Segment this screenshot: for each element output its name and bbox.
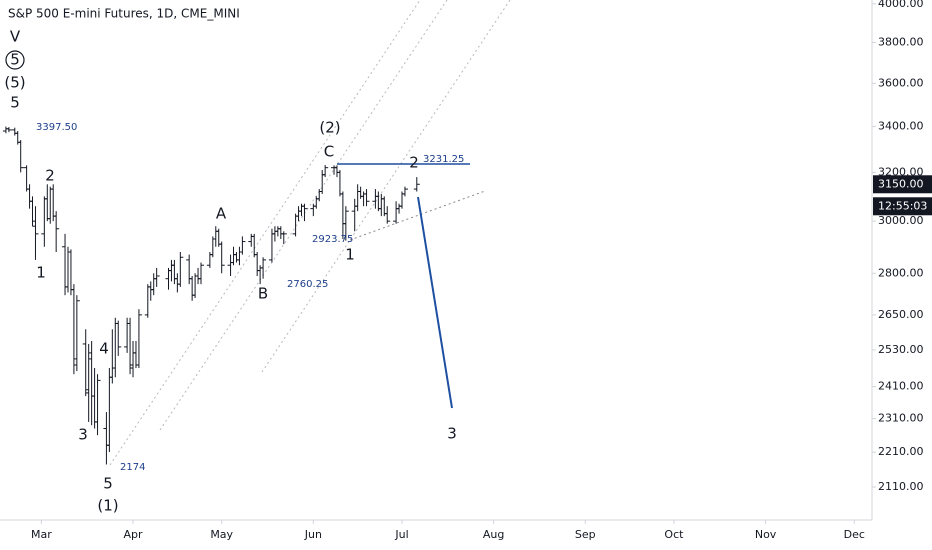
wave-label: 3 bbox=[447, 425, 457, 443]
y-tick-label: 3000.00 bbox=[878, 214, 924, 227]
ohlc-bar bbox=[198, 262, 205, 285]
y-tick-label: 3400.00 bbox=[878, 120, 924, 133]
wave-label: 1 bbox=[36, 264, 46, 282]
ohlc-bar bbox=[260, 257, 267, 279]
ohlc-bar bbox=[218, 241, 225, 274]
wave-label: 5 bbox=[10, 51, 20, 69]
price-axis bbox=[872, 0, 932, 550]
countdown-box bbox=[873, 197, 932, 216]
y-tick-label: 3200.00 bbox=[878, 165, 924, 178]
wave-label: 1 bbox=[345, 246, 355, 264]
ohlc-bar bbox=[32, 206, 39, 260]
y-tick-label: 2800.00 bbox=[878, 266, 924, 279]
channel-line bbox=[159, 0, 448, 431]
ohlc-bar bbox=[94, 374, 101, 436]
ohlc-bar bbox=[384, 206, 391, 224]
ohlc-bar bbox=[53, 211, 60, 252]
x-tick-label: Sep bbox=[575, 528, 596, 541]
ohlc-bar bbox=[280, 231, 287, 245]
y-tick-label: 2410.00 bbox=[878, 380, 924, 393]
wave-label: B bbox=[258, 285, 268, 303]
y-tick-label: 3800.00 bbox=[878, 36, 924, 49]
x-tick-label: Mar bbox=[31, 528, 52, 541]
y-tick-label: 2310.00 bbox=[878, 412, 924, 425]
ohlc-bar bbox=[153, 267, 160, 287]
x-tick-label: Nov bbox=[755, 528, 777, 541]
x-tick-label: Dec bbox=[844, 528, 865, 541]
ohlc-bar bbox=[177, 251, 184, 287]
triangle-line bbox=[349, 190, 486, 241]
axes: 4000.00 3800.00 3600.00 3400.00 3200.00 3000.… bbox=[31, 0, 932, 541]
ohlc-bar bbox=[322, 165, 329, 178]
wave-label: (1) bbox=[97, 497, 118, 515]
wave-label: (2) bbox=[319, 119, 340, 137]
price-note: 2174 bbox=[120, 462, 145, 473]
wave-label: (5) bbox=[4, 74, 25, 92]
projection-line bbox=[417, 196, 453, 409]
wave-label: 3 bbox=[78, 426, 88, 444]
price-note: 3231.25 bbox=[423, 154, 464, 165]
ohlc-bar bbox=[17, 140, 24, 173]
ohlc-bar bbox=[5, 127, 12, 133]
y-tick-label: 4000.00 bbox=[878, 0, 924, 10]
wave-label: V bbox=[10, 28, 21, 46]
y-tick-label: 3600.00 bbox=[878, 76, 924, 89]
x-tick-label: Aug bbox=[483, 528, 504, 541]
x-tick-label: Apr bbox=[124, 528, 144, 541]
ohlc-bar bbox=[301, 203, 308, 222]
wave-label: 5 bbox=[10, 94, 20, 112]
ohlc-bar bbox=[342, 206, 349, 241]
y-tick-label: 2530.00 bbox=[878, 343, 924, 356]
channel bbox=[109, 0, 511, 466]
price-note: 2760.25 bbox=[287, 279, 328, 290]
ohlc-bar bbox=[135, 309, 142, 369]
wave-label: 5 bbox=[103, 475, 113, 493]
y-tick-label: 2210.00 bbox=[878, 445, 924, 458]
y-tick-label: 2110.00 bbox=[878, 480, 924, 493]
ohlc-bar bbox=[413, 177, 420, 192]
ohlc-bar bbox=[73, 295, 80, 372]
y-tick-label: 2650.00 bbox=[878, 308, 924, 321]
ohlc-bar bbox=[115, 320, 122, 356]
wave-label: C bbox=[324, 143, 334, 161]
ohlc-bar bbox=[401, 186, 408, 197]
wave-label: 2 bbox=[45, 167, 55, 185]
x-tick-label: May bbox=[210, 528, 233, 541]
last-price-box bbox=[873, 175, 932, 194]
last-price-label: 3150.00 bbox=[878, 177, 924, 190]
x-tick-label: Jun bbox=[304, 528, 322, 541]
chart-title: S&P 500 E-mini Futures, 1D, CME_MINI bbox=[8, 7, 240, 21]
time-axis bbox=[0, 520, 872, 550]
wave-label: A bbox=[216, 205, 227, 223]
channel-line bbox=[109, 0, 421, 466]
price-note: 3397.50 bbox=[36, 122, 77, 133]
countdown-label: 12:55:03 bbox=[878, 199, 927, 212]
wave-label: 4 bbox=[99, 340, 109, 358]
x-tick-label: Jul bbox=[394, 528, 408, 541]
x-tick-label: Oct bbox=[664, 528, 684, 541]
ohlc-bar bbox=[239, 236, 246, 255]
ohlc-bar bbox=[363, 189, 370, 207]
wave-circle bbox=[5, 50, 25, 70]
price-note: 2923.75 bbox=[312, 234, 353, 245]
wave-label: 2 bbox=[409, 154, 419, 172]
